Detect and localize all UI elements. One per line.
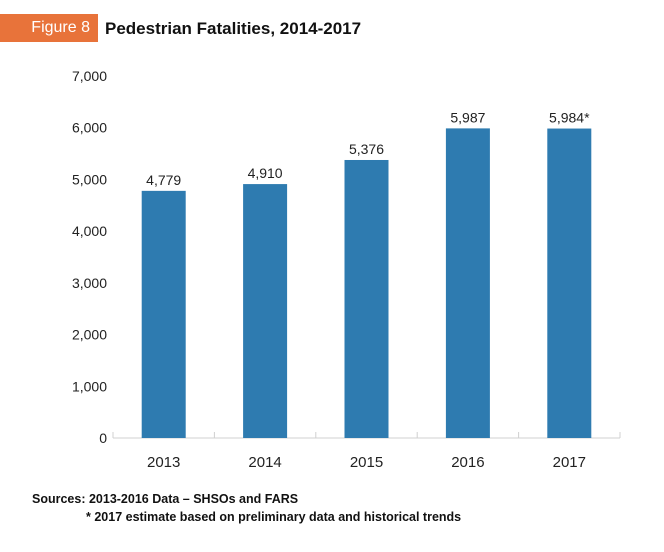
y-tick-label: 1,000 bbox=[72, 378, 107, 394]
chart-title: Pedestrian Fatalities, 2014-2017 bbox=[105, 19, 362, 38]
bar-2014 bbox=[243, 184, 288, 438]
sources-line: Sources: 2013-2016 Data – SHSOs and FARS bbox=[32, 492, 299, 506]
y-tick-label: 3,000 bbox=[72, 275, 107, 291]
bar-2017 bbox=[547, 128, 592, 438]
data-label: 4,910 bbox=[248, 165, 283, 181]
x-tick-label: 2014 bbox=[248, 454, 281, 471]
y-tick-label: 5,000 bbox=[72, 171, 107, 187]
y-tick-label: 4,000 bbox=[72, 223, 107, 239]
bar-2013 bbox=[141, 190, 186, 438]
x-tick-label: 2015 bbox=[350, 454, 383, 471]
data-label: 4,779 bbox=[146, 172, 181, 188]
bar-2015 bbox=[344, 159, 389, 438]
figure-badge: Figure 8 bbox=[0, 14, 98, 42]
x-tick-label: 2016 bbox=[451, 454, 484, 471]
y-tick-label: 0 bbox=[99, 430, 107, 446]
bar-2016 bbox=[445, 128, 490, 438]
data-label: 5,376 bbox=[349, 141, 384, 157]
data-label: 5,984* bbox=[549, 110, 590, 126]
x-tick-label: 2013 bbox=[147, 454, 180, 471]
footnote: * 2017 estimate based on preliminary dat… bbox=[86, 510, 462, 524]
y-tick-label: 6,000 bbox=[72, 120, 107, 136]
y-tick-label: 7,000 bbox=[72, 68, 107, 84]
data-label: 5,987 bbox=[450, 109, 485, 125]
y-tick-label: 2,000 bbox=[72, 327, 107, 343]
x-tick-label: 2017 bbox=[553, 454, 586, 471]
